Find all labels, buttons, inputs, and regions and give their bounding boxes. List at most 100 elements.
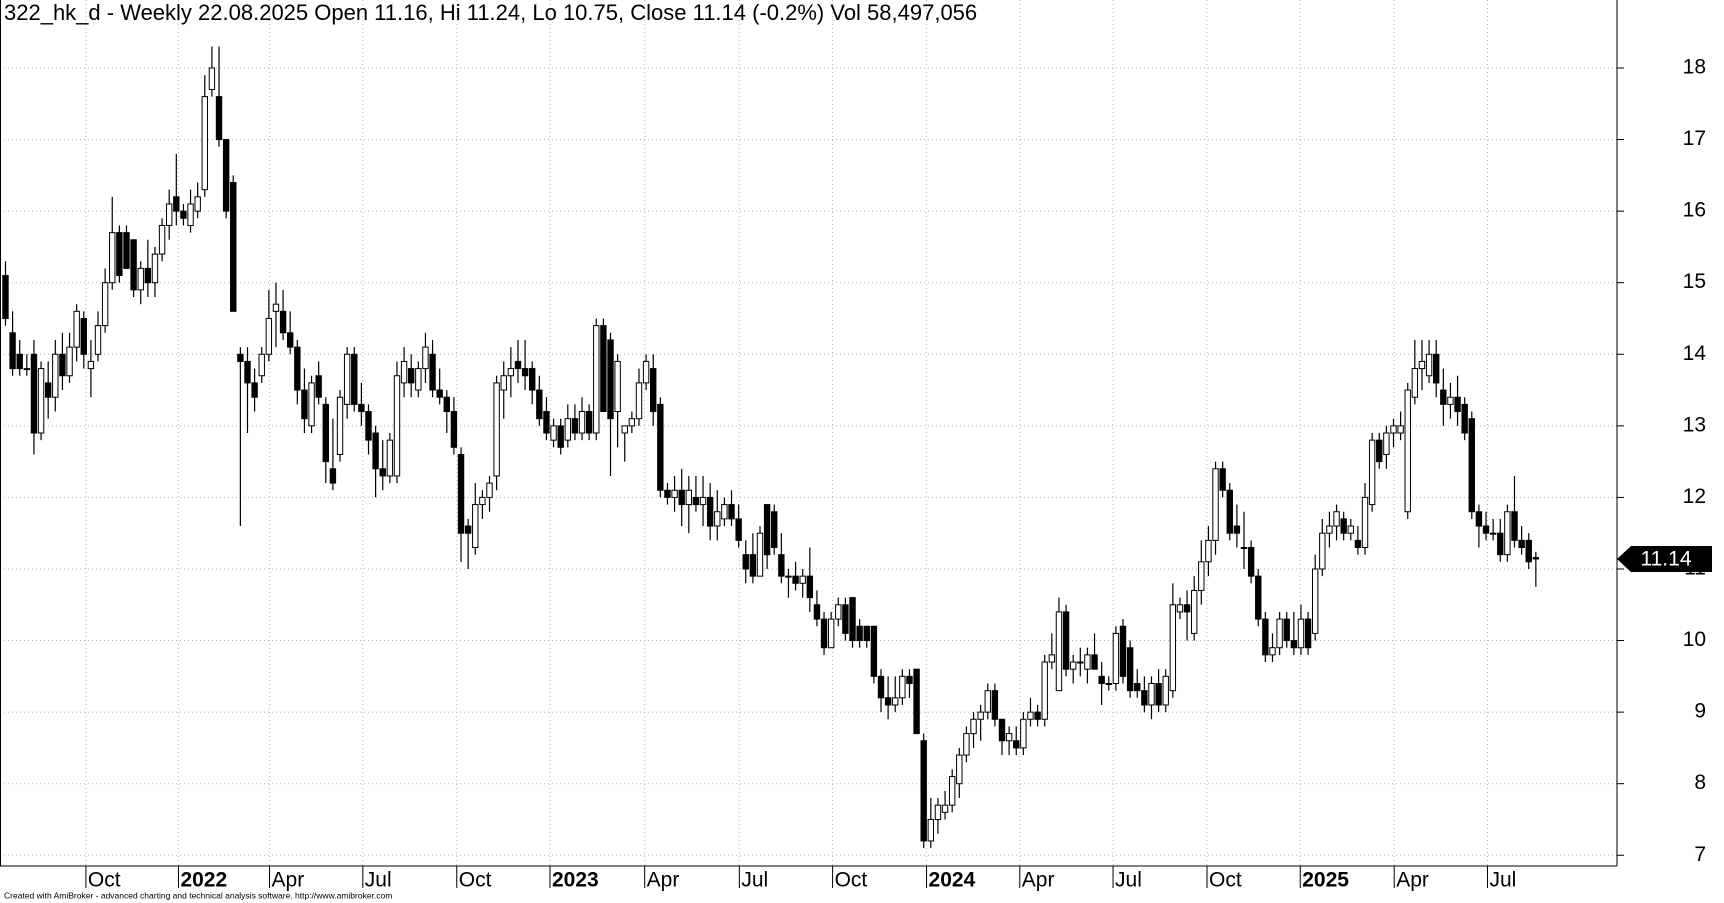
- candle-body: [287, 332, 294, 348]
- candle-body: [1411, 368, 1419, 398]
- candle-body: [1119, 625, 1127, 677]
- candle-body: [52, 353, 59, 398]
- candle-body: [1055, 611, 1063, 692]
- candle-body: [870, 625, 878, 677]
- candle-body: [1326, 525, 1333, 534]
- candle-body: [998, 718, 1006, 742]
- candle-body: [351, 353, 358, 405]
- x-tick-label: Jul: [1489, 869, 1516, 892]
- candle-body: [1454, 396, 1461, 413]
- y-tick-label: 18: [1683, 56, 1706, 79]
- x-tick-label: Apr: [272, 869, 305, 892]
- candle-body: [457, 453, 465, 534]
- y-tick-label: 16: [1683, 199, 1706, 222]
- candle-body: [934, 804, 942, 820]
- candle-body: [664, 489, 671, 498]
- candle-body: [820, 618, 828, 649]
- candle-body: [977, 711, 984, 720]
- candle-body: [941, 804, 949, 813]
- candle-body: [1497, 532, 1504, 556]
- candle-body: [735, 518, 742, 541]
- candle-body: [315, 375, 322, 398]
- candle-body: [607, 339, 614, 420]
- candle-body: [486, 482, 493, 498]
- candle-body: [1333, 511, 1340, 527]
- candle-body: [194, 196, 201, 212]
- candle-body: [514, 360, 522, 370]
- candle-body: [73, 310, 80, 348]
- candle-body: [230, 182, 237, 312]
- last-price-tag: [1617, 545, 1712, 572]
- candle-body: [742, 554, 749, 570]
- candle-body: [628, 418, 636, 427]
- candle-body: [80, 317, 87, 355]
- candle-body: [1376, 439, 1383, 463]
- candle-body: [756, 532, 764, 577]
- candle-body: [571, 418, 579, 434]
- candle-body: [1468, 418, 1475, 513]
- candle-body: [123, 232, 130, 269]
- candle-body: [913, 668, 920, 735]
- x-tick-label: Jul: [1115, 869, 1142, 892]
- candle-body: [1233, 525, 1241, 534]
- candle-body: [379, 468, 386, 477]
- x-tick-label: 2025: [1302, 869, 1349, 892]
- candle-body: [479, 496, 486, 506]
- candle-body: [308, 382, 315, 427]
- x-tick-label: Jul: [741, 869, 768, 892]
- y-tick-label: 12: [1683, 485, 1706, 508]
- candle-body: [1062, 611, 1070, 670]
- candle-body: [500, 375, 507, 391]
- candle-body: [543, 411, 550, 434]
- y-tick-label: 8: [1694, 771, 1706, 794]
- candle-body: [9, 332, 16, 370]
- candle-body: [550, 425, 557, 441]
- candle-body: [450, 411, 458, 448]
- x-tick-label: 2022: [180, 869, 227, 892]
- candle-body: [472, 504, 479, 549]
- candle-body: [294, 346, 301, 391]
- x-tick-label: Oct: [835, 869, 868, 892]
- candle-body: [215, 96, 223, 141]
- candle-body: [372, 432, 379, 470]
- candle-body: [365, 411, 372, 441]
- candle-body: [429, 353, 436, 391]
- x-tick-label: Apr: [647, 869, 680, 892]
- x-tick-label: Oct: [459, 869, 492, 892]
- candle-body: [87, 360, 95, 370]
- candle-body: [422, 346, 429, 370]
- candle-body: [835, 604, 842, 620]
- candle-body: [585, 411, 593, 434]
- candle-body: [1354, 539, 1362, 549]
- candle-body: [578, 411, 586, 434]
- candle-body: [222, 139, 230, 212]
- candle-body: [1027, 711, 1034, 720]
- candle-body: [30, 353, 38, 434]
- candle-body: [877, 675, 885, 699]
- candle-body: [557, 425, 564, 448]
- candle-body: [137, 267, 144, 291]
- candle-body: [785, 575, 792, 578]
- candle-body: [1475, 511, 1483, 527]
- candle-body: [37, 368, 45, 434]
- x-tick-label: 2023: [552, 869, 599, 892]
- candle-body: [329, 468, 337, 484]
- candle-body: [101, 282, 109, 327]
- candle-body: [151, 253, 159, 284]
- candle-body: [1212, 468, 1219, 541]
- candle-body: [1148, 682, 1155, 706]
- candle-body: [984, 690, 991, 713]
- candle-body: [721, 504, 728, 520]
- y-tick-label: 14: [1683, 342, 1707, 365]
- candle-body: [251, 382, 258, 398]
- candle-body: [94, 325, 102, 355]
- candle-body: [635, 382, 643, 420]
- candle-body: [1240, 547, 1248, 550]
- candle-body: [436, 389, 443, 398]
- candle-body: [1183, 604, 1191, 613]
- candle-body: [1297, 618, 1305, 649]
- candle-body: [1340, 518, 1347, 534]
- candle-body: [1176, 604, 1184, 613]
- candle-body: [1447, 396, 1454, 405]
